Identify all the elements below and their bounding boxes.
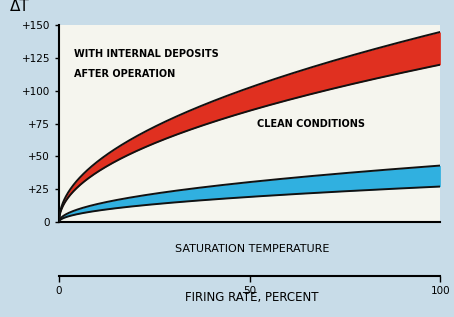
Text: CLEAN CONDITIONS: CLEAN CONDITIONS <box>257 119 365 129</box>
Text: FIRING RATE, PERCENT: FIRING RATE, PERCENT <box>185 291 319 304</box>
Text: SATURATION TEMPERATURE: SATURATION TEMPERATURE <box>175 244 329 254</box>
Text: AFTER OPERATION: AFTER OPERATION <box>74 68 176 79</box>
Text: ΔT: ΔT <box>10 0 29 14</box>
Text: WITH INTERNAL DEPOSITS: WITH INTERNAL DEPOSITS <box>74 49 219 59</box>
